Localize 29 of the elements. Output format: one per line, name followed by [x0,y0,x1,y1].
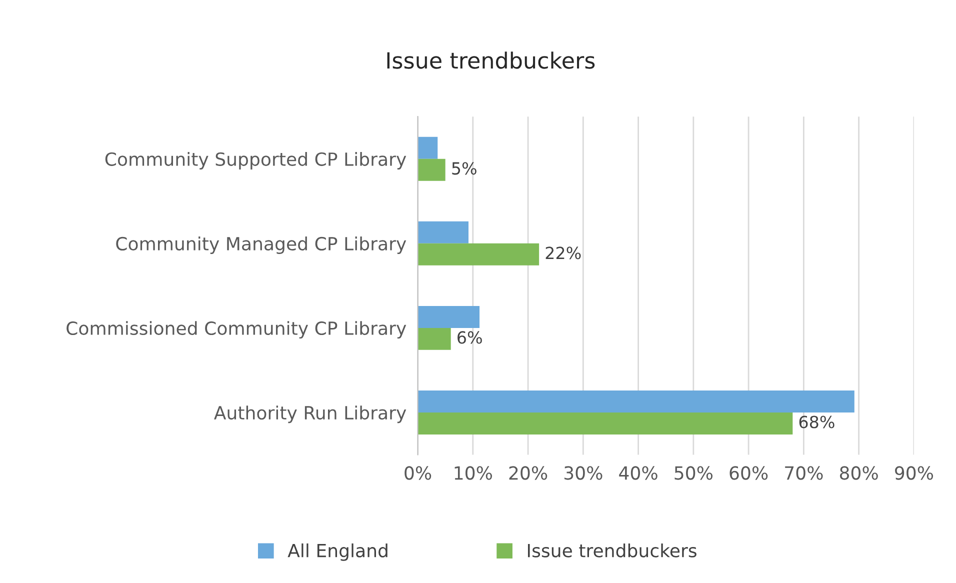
chart-title: Issue trendbuckers [387,52,595,69]
x-tick-label: 0% [404,466,432,480]
x-tick-label: 70% [785,466,823,480]
x-tick-label: 80% [840,466,878,480]
y-tick-label: Authority Run Library [214,406,406,424]
x-tick-label: 60% [730,466,768,480]
x-tick-label: 10% [454,466,492,480]
data-label: 68% [799,416,834,428]
bar [418,243,540,266]
y-tick-label: Community Managed CP Library [116,236,406,254]
y-tick-label: Community Supported CP Library [105,152,406,170]
legend-label: All England [288,543,388,561]
data-label: 6% [458,331,482,344]
bar [418,136,438,159]
x-tick-label: 90% [895,466,934,480]
bar [418,306,480,328]
bar [418,412,793,434]
bar [418,221,468,244]
legend-label: Issue trendbuckers [528,543,696,558]
bar [418,328,451,350]
y-tick-label: Commissioned Community CP Library [66,321,406,339]
x-tick-label: 50% [674,466,712,480]
x-tick-label: 20% [509,466,548,480]
data-label: 22% [546,246,581,260]
x-tick-label: 30% [564,466,602,480]
bar [418,390,854,412]
data-label: 5% [452,162,476,175]
bar [418,158,446,181]
x-tick-label: 40% [619,466,658,480]
